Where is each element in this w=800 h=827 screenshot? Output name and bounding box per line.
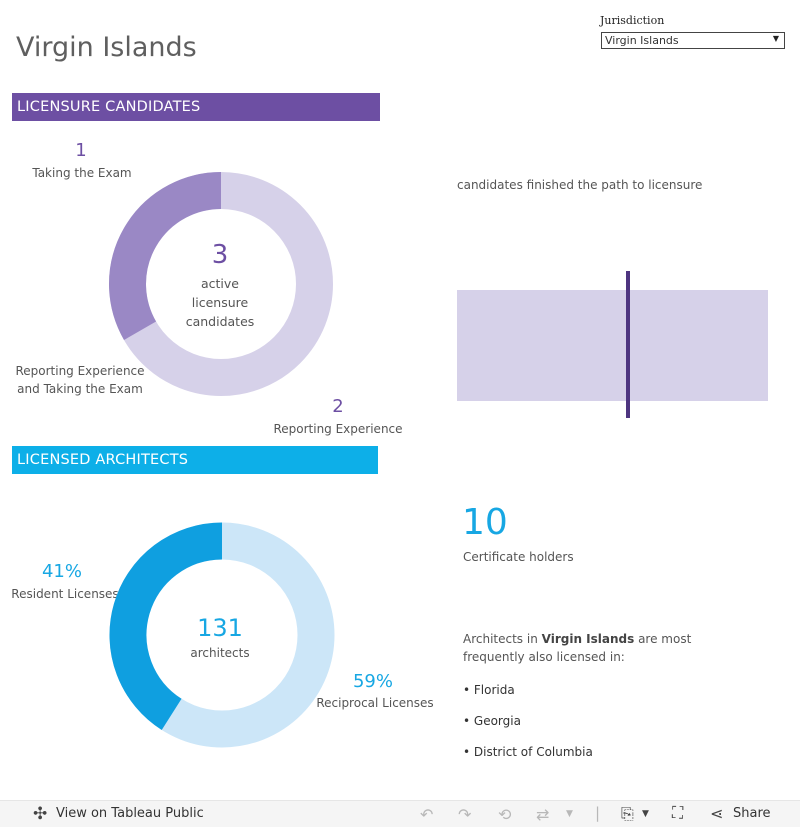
- certificate-label: Certificate holders: [463, 550, 574, 564]
- tableau-toolbar: ✣ View on Tableau Public ↶ ↷ ⟲ ⇄ ▼ | ⎘ ▼…: [0, 800, 800, 827]
- also-text-prefix: Architects in: [463, 632, 542, 646]
- candidates-donut-chart: [109, 172, 333, 396]
- divider: |: [595, 804, 601, 822]
- fullscreen-icon[interactable]: ⛶: [672, 803, 684, 822]
- resident-percent: 41%: [41, 561, 82, 582]
- both-label-line2: and Taking the Exam: [17, 382, 143, 396]
- architects-resident-segment[interactable]: [109, 522, 223, 730]
- candidates-center-line3: candidates: [185, 314, 255, 329]
- jurisdiction-label: Jurisdiction: [600, 14, 665, 27]
- state-list-item: • Georgia: [463, 714, 521, 728]
- jurisdiction-dropdown[interactable]: Virgin Islands ▼: [601, 32, 785, 49]
- architects-total: 131: [197, 614, 243, 642]
- share-button[interactable]: Share: [733, 806, 771, 821]
- jurisdiction-selected-value: Virgin Islands: [605, 34, 679, 47]
- finished-text: candidates finished the path to licensur…: [457, 178, 703, 192]
- candidates-center-line2: licensure: [191, 295, 249, 310]
- licensure-candidates-banner: LICENSURE CANDIDATES: [12, 93, 380, 121]
- page-title: Virgin Islands: [16, 32, 197, 63]
- view-on-tableau-link[interactable]: View on Tableau Public: [56, 806, 204, 821]
- candidates-exam-segment[interactable]: [109, 172, 222, 340]
- refresh-icon[interactable]: ⇄: [536, 805, 550, 824]
- reciprocal-label: Reciprocal Licenses: [316, 696, 434, 710]
- exam-label: Taking the Exam: [32, 166, 132, 180]
- share-icon[interactable]: ⋖: [710, 804, 724, 823]
- also-text-suffix: are most: [634, 632, 692, 646]
- refresh-dropdown-icon[interactable]: ▼: [566, 809, 573, 819]
- both-label-line1: Reporting Experience: [15, 364, 145, 378]
- resident-label: Resident Licenses: [11, 587, 119, 601]
- state-list-item: • District of Columbia: [463, 745, 593, 759]
- revert-icon[interactable]: ⟲: [498, 805, 512, 824]
- also-text-jurisdiction: Virgin Islands: [541, 632, 635, 646]
- candidates-center-line1: active: [201, 276, 239, 291]
- experience-count: 2: [332, 396, 344, 417]
- reciprocal-percent: 59%: [352, 671, 393, 692]
- certificate-count: 10: [462, 502, 508, 543]
- also-licensed-text: Architects in Virgin Islands are most: [463, 632, 691, 646]
- finished-marker: [626, 271, 630, 418]
- architects-donut-chart: [109, 522, 335, 748]
- also-licensed-text-line2: frequently also licensed in:: [463, 650, 625, 664]
- redo-icon[interactable]: ↷: [458, 805, 472, 824]
- dropdown-arrow-icon: ▼: [772, 34, 779, 43]
- architects-center-label: architects: [190, 646, 250, 660]
- licensed-architects-banner: LICENSED ARCHITECTS: [12, 446, 378, 474]
- experience-label: Reporting Experience: [273, 422, 403, 436]
- finished-progress-bar[interactable]: [457, 290, 768, 401]
- exam-count: 1: [75, 140, 87, 161]
- undo-icon[interactable]: ↶: [420, 805, 434, 824]
- download-icon[interactable]: ⎘: [621, 804, 634, 823]
- download-dropdown-icon[interactable]: ▼: [642, 809, 649, 819]
- candidates-total: 3: [211, 240, 229, 270]
- tableau-logo-icon: ✣: [33, 804, 48, 824]
- state-list-item: • Florida: [463, 683, 515, 697]
